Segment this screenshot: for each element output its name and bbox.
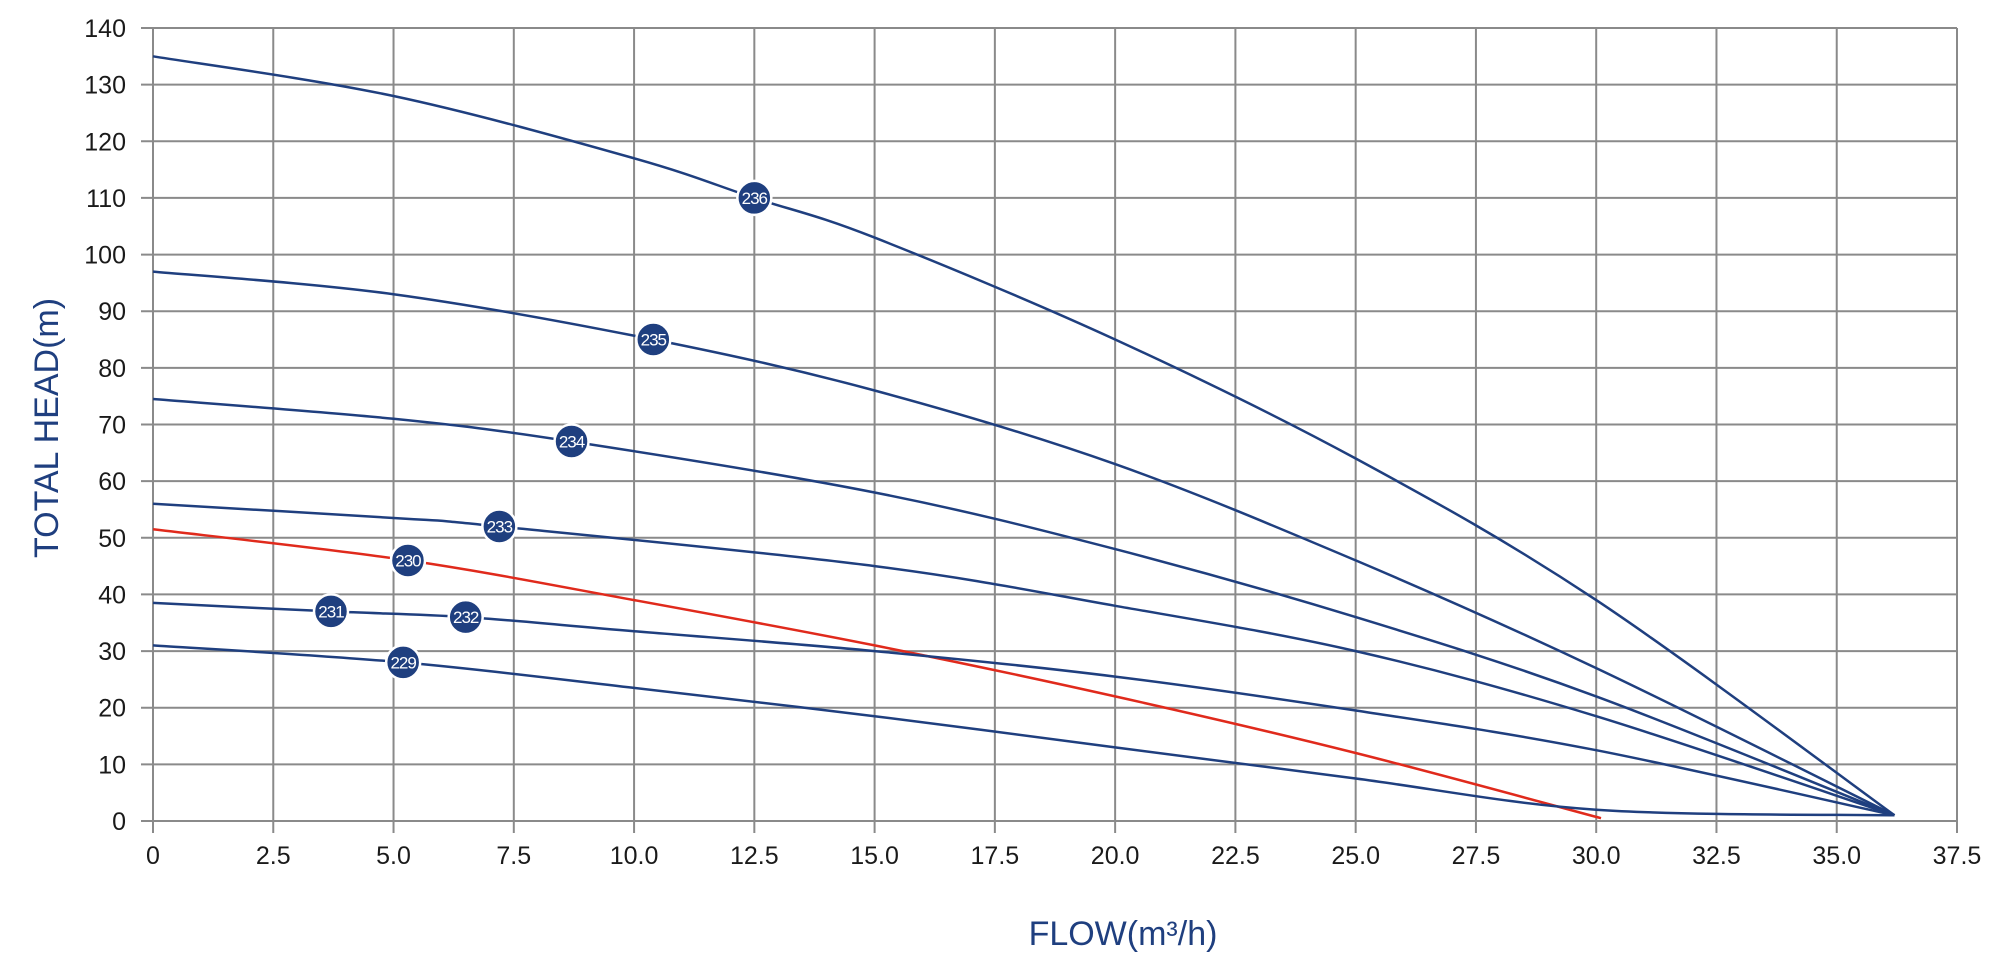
- curve-marker-236: 236: [736, 179, 773, 217]
- marker-label: 236: [742, 189, 768, 208]
- y-tick-label: 40: [98, 581, 126, 609]
- x-tick-label: 10.0: [610, 842, 659, 870]
- y-axis-title: TOTAL HEAD(m): [28, 298, 66, 558]
- x-tick-label: 25.0: [1331, 842, 1380, 870]
- y-tick-label: 120: [84, 128, 126, 156]
- x-tick-label: 0: [146, 842, 160, 870]
- grid: [141, 27, 1958, 833]
- curve-marker-232: 232: [447, 598, 484, 636]
- marker-label: 234: [559, 432, 585, 451]
- marker-label: 232: [453, 608, 479, 627]
- marker-circle: [384, 644, 422, 681]
- x-tick-label: 2.5: [256, 842, 291, 870]
- x-axis-title: FLOW(m³/h): [1029, 915, 1218, 953]
- curve-marker-235: 235: [635, 321, 672, 358]
- x-tick-label: 20.0: [1091, 842, 1140, 870]
- y-tick-label: 10: [98, 751, 126, 779]
- series-layer: [152, 55, 1896, 820]
- y-tick-label: 30: [98, 638, 126, 666]
- x-tick-label: 37.5: [1933, 842, 1982, 870]
- x-tick-label: 15.0: [850, 842, 899, 870]
- x-axis-ticks: 0 2.5 5.0 7.5 10.0 12.5 15.0 17.5 20.0 22.5 25.0 27…: [146, 842, 1981, 870]
- y-axis-ticks: 0 10 20 30 40 50 60 70 80 90 100 110 120 130 140: [84, 15, 126, 836]
- curve-marker-231: 231: [312, 593, 350, 630]
- marker-label: 235: [641, 331, 667, 350]
- marker-circle: [481, 508, 518, 545]
- y-tick-label: 130: [84, 72, 126, 100]
- y-tick-label: 0: [112, 808, 126, 836]
- curve-marker-230: 230: [389, 542, 427, 579]
- curve-marker-229: 229: [384, 644, 422, 681]
- curve-229: [152, 644, 1895, 817]
- curve-236: [152, 55, 1896, 817]
- x-tick-label: 32.5: [1692, 842, 1741, 870]
- marker-label: 229: [390, 653, 416, 672]
- curve-232: [152, 601, 1895, 817]
- y-tick-label: 80: [98, 355, 126, 383]
- marker-layer: 236 235 234 233 230 232 229 231: [312, 179, 773, 681]
- marker-label: 233: [487, 517, 513, 536]
- y-tick-label: 50: [98, 525, 126, 553]
- y-tick-label: 90: [98, 298, 126, 326]
- y-tick-label: 60: [98, 468, 126, 496]
- x-tick-label: 30.0: [1572, 842, 1621, 870]
- marker-label: 230: [395, 551, 421, 570]
- y-tick-label: 100: [84, 242, 126, 270]
- marker-circle: [447, 598, 484, 636]
- x-tick-label: 12.5: [730, 842, 779, 870]
- x-tick-label: 27.5: [1452, 842, 1501, 870]
- curve-234: [152, 397, 1895, 817]
- y-tick-label: 110: [86, 185, 126, 213]
- x-tick-label: 35.0: [1812, 842, 1861, 870]
- curve-marker-234: 234: [553, 423, 590, 460]
- marker-circle: [389, 542, 427, 579]
- curve-235: [152, 270, 1896, 817]
- x-tick-label: 22.5: [1211, 842, 1260, 870]
- x-tick-label: 7.5: [496, 842, 531, 870]
- x-tick-label: 17.5: [971, 842, 1020, 870]
- x-tick-label: 5.0: [376, 842, 411, 870]
- curve-marker-233: 233: [481, 508, 518, 545]
- marker-circle: [553, 423, 590, 460]
- y-tick-label: 140: [84, 15, 126, 43]
- y-tick-label: 20: [98, 695, 126, 723]
- marker-label: 231: [318, 602, 344, 621]
- marker-circle: [736, 179, 773, 217]
- marker-circle: [312, 593, 350, 630]
- curve-233: [152, 502, 1895, 817]
- marker-circle: [635, 321, 672, 358]
- y-tick-label: 70: [98, 412, 126, 440]
